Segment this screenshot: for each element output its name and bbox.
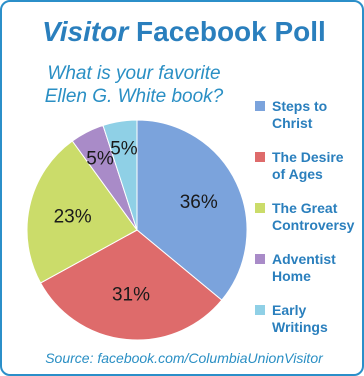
legend-label: The Great Controversy — [272, 200, 355, 233]
title-visitor: Visitor — [42, 16, 129, 47]
slice-label-steps-to-christ: 36% — [180, 192, 218, 213]
title-rest: Facebook Poll — [136, 16, 326, 47]
legend-swatch — [255, 101, 265, 111]
legend-swatch — [255, 152, 265, 162]
legend-swatch — [255, 254, 265, 264]
pie-slice-steps-to-christ — [136, 119, 248, 301]
slice-label-adventist-home: 5% — [86, 148, 114, 169]
slice-label-the-great-controversy: 23% — [54, 207, 92, 228]
pie-slice-the-great-controversy — [26, 140, 138, 284]
slice-label-early-writings: 5% — [110, 138, 138, 159]
legend-swatch — [255, 305, 265, 315]
pie-slice-the-desire-of-ages — [39, 229, 223, 341]
source-note: Source: facebook.com/ColumbiaUnionVisito… — [45, 350, 323, 366]
legend-label: Early Writings — [272, 302, 328, 335]
legend-swatch — [255, 203, 265, 213]
slice-label-the-desire-of-ages: 31% — [112, 285, 150, 306]
chart-title: Visitor Facebook Poll — [2, 16, 362, 48]
question-line-1: What is your favorite — [47, 63, 221, 84]
legend-label: Steps to Christ — [272, 98, 328, 131]
legend-label: Adventist Home — [272, 251, 336, 284]
poll-question: What is your favorite Ellen G. White boo… — [24, 62, 244, 108]
question-line-2: Ellen G. White book? — [44, 86, 224, 107]
legend-label: The Desire of Ages — [272, 149, 344, 182]
pie-slice-early-writings — [102, 119, 138, 231]
